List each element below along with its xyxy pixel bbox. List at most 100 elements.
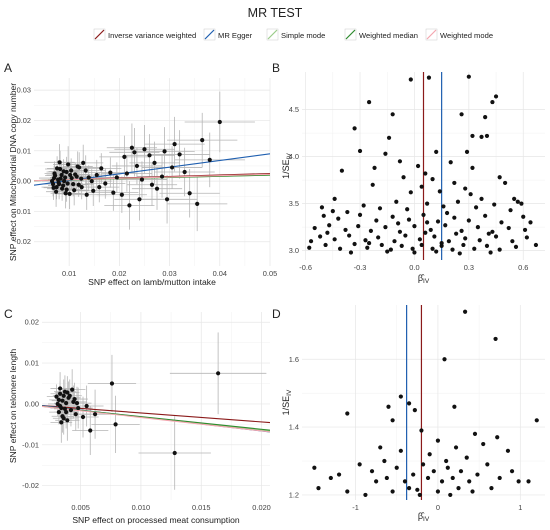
data-point <box>200 138 205 143</box>
data-point <box>415 163 421 169</box>
data-point <box>72 396 77 402</box>
data-point <box>68 172 73 178</box>
data-point <box>63 191 68 196</box>
data-point <box>64 401 69 406</box>
data-point <box>425 201 430 206</box>
data-point <box>497 247 502 252</box>
data-point <box>379 242 384 248</box>
data-point <box>386 404 391 409</box>
data-point <box>162 149 167 154</box>
data-point <box>425 220 430 225</box>
data-point <box>363 238 368 243</box>
plot-area <box>307 72 539 260</box>
data-point <box>488 250 493 255</box>
data-point <box>61 169 66 174</box>
data-point <box>113 422 118 427</box>
data-point <box>60 186 65 191</box>
data-point <box>477 238 482 243</box>
data-point <box>62 406 68 411</box>
data-point <box>63 175 68 180</box>
data-point <box>374 479 379 484</box>
data-point <box>383 225 388 230</box>
panel-letter: D <box>272 307 281 321</box>
data-point <box>446 239 451 244</box>
data-point <box>337 246 343 251</box>
data-point <box>432 234 437 239</box>
data-point <box>466 74 471 79</box>
data-point <box>397 159 403 164</box>
data-point <box>493 234 499 239</box>
data-point <box>58 176 63 181</box>
legend-label: Weighted median <box>359 31 418 40</box>
panel-letter: B <box>272 61 280 75</box>
data-point <box>67 393 72 398</box>
data-point <box>71 182 76 187</box>
data-point <box>65 181 70 186</box>
data-point <box>318 234 323 239</box>
data-point <box>57 391 63 396</box>
data-point <box>397 229 403 234</box>
data-point <box>56 180 61 185</box>
x-tick-label: 0.0 <box>409 263 419 272</box>
data-point <box>406 217 412 222</box>
data-point <box>452 215 457 220</box>
data-point <box>519 201 524 206</box>
data-point <box>412 250 417 255</box>
y-axis-title: 1/SEIV <box>281 389 293 415</box>
data-point <box>109 381 115 386</box>
data-point <box>149 182 155 187</box>
data-point <box>484 243 490 248</box>
data-point <box>479 196 484 201</box>
data-point <box>455 199 461 204</box>
data-point <box>512 196 517 201</box>
data-point <box>462 309 468 314</box>
data-point <box>522 227 528 233</box>
data-point <box>336 216 341 221</box>
data-point <box>384 475 389 481</box>
y-tick-label: 3.5 <box>289 199 299 208</box>
data-point <box>134 163 140 169</box>
data-point <box>327 223 332 228</box>
y-tick-label: 1.6 <box>289 355 299 364</box>
data-point <box>450 475 455 481</box>
data-point <box>65 390 70 395</box>
y-tick-label: 0.02 <box>17 116 31 125</box>
data-point <box>435 219 441 224</box>
data-point <box>505 448 511 453</box>
data-point <box>52 173 58 178</box>
plot-area <box>34 91 270 232</box>
data-point <box>97 185 102 190</box>
data-point <box>83 168 88 173</box>
x-axis-title-main: β̂ <box>418 511 425 521</box>
x-tick-label: -0.3 <box>354 263 367 272</box>
data-point <box>62 178 67 184</box>
data-point <box>461 242 466 248</box>
data-point <box>366 99 372 105</box>
data-point <box>485 462 490 467</box>
data-point <box>386 135 392 140</box>
data-point <box>79 185 84 190</box>
data-point <box>129 145 135 150</box>
data-point <box>420 462 426 467</box>
data-point <box>172 450 177 456</box>
data-point <box>67 191 72 196</box>
data-point <box>377 206 383 211</box>
data-point <box>328 475 333 481</box>
data-point <box>374 218 379 223</box>
data-point <box>472 246 477 251</box>
data-point <box>217 119 222 125</box>
data-point <box>423 230 428 235</box>
x-axis-title: SNP effect on processed meat consumption <box>72 515 240 525</box>
data-point <box>483 213 488 218</box>
data-point <box>466 218 471 223</box>
data-point <box>76 182 81 187</box>
data-point <box>493 336 498 342</box>
data-point <box>348 250 354 255</box>
data-point <box>430 177 435 182</box>
x-axis-title: SNP effect on lamb/mutton intake <box>88 277 216 287</box>
data-point <box>464 149 470 154</box>
data-point <box>390 214 395 219</box>
data-point <box>216 371 221 376</box>
data-point <box>470 489 475 494</box>
data-point <box>124 171 129 176</box>
